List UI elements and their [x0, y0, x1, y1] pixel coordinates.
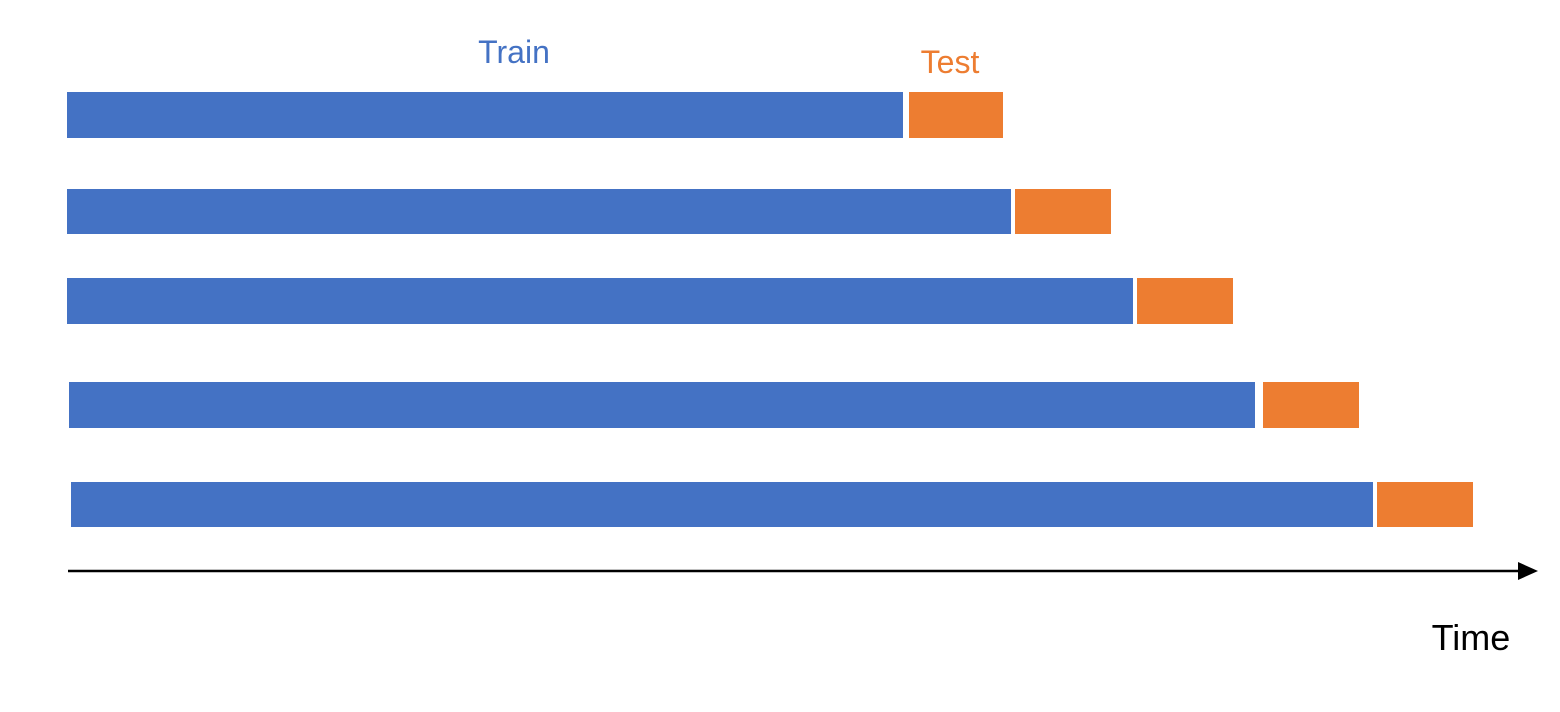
test-label: Test	[921, 44, 980, 80]
train-bar-1	[67, 92, 903, 138]
time-axis	[68, 562, 1538, 580]
fold-row-2	[67, 189, 1111, 234]
fold-row-5	[71, 482, 1473, 527]
train-bar-5	[71, 482, 1373, 527]
time-axis-arrowhead	[1518, 562, 1538, 580]
train-bar-3	[67, 278, 1133, 324]
train-bar-2	[67, 189, 1011, 234]
fold-row-3	[67, 278, 1233, 324]
time-axis-label: Time	[1432, 617, 1511, 658]
fold-rows	[67, 92, 1473, 527]
train-bar-4	[69, 382, 1255, 428]
train-label: Train	[478, 34, 550, 70]
fold-row-4	[69, 382, 1359, 428]
fold-row-1	[67, 92, 1003, 138]
test-bar-1	[909, 92, 1003, 138]
test-bar-2	[1015, 189, 1111, 234]
test-bar-4	[1263, 382, 1359, 428]
test-bar-3	[1137, 278, 1233, 324]
test-bar-5	[1377, 482, 1473, 527]
